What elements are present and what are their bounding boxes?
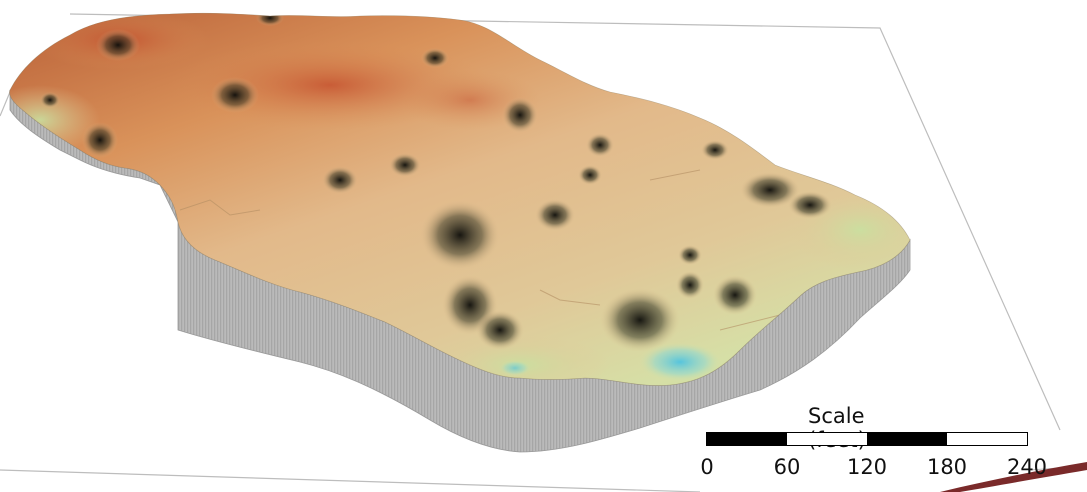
scale-segment <box>867 433 947 445</box>
scale-segment <box>707 433 787 445</box>
accent-swoosh <box>940 462 1087 492</box>
scale-tick-label: 240 <box>1006 455 1048 479</box>
scale-segment <box>787 433 867 445</box>
terrain-outline <box>9 12 911 386</box>
scale-tick-label: 0 <box>700 455 714 479</box>
scale-tick-label: 180 <box>926 455 968 479</box>
scale-bar <box>706 432 1028 446</box>
scale-segment <box>947 433 1027 445</box>
scale-tick-label: 120 <box>846 455 888 479</box>
scale-tick-label: 60 <box>773 455 801 479</box>
